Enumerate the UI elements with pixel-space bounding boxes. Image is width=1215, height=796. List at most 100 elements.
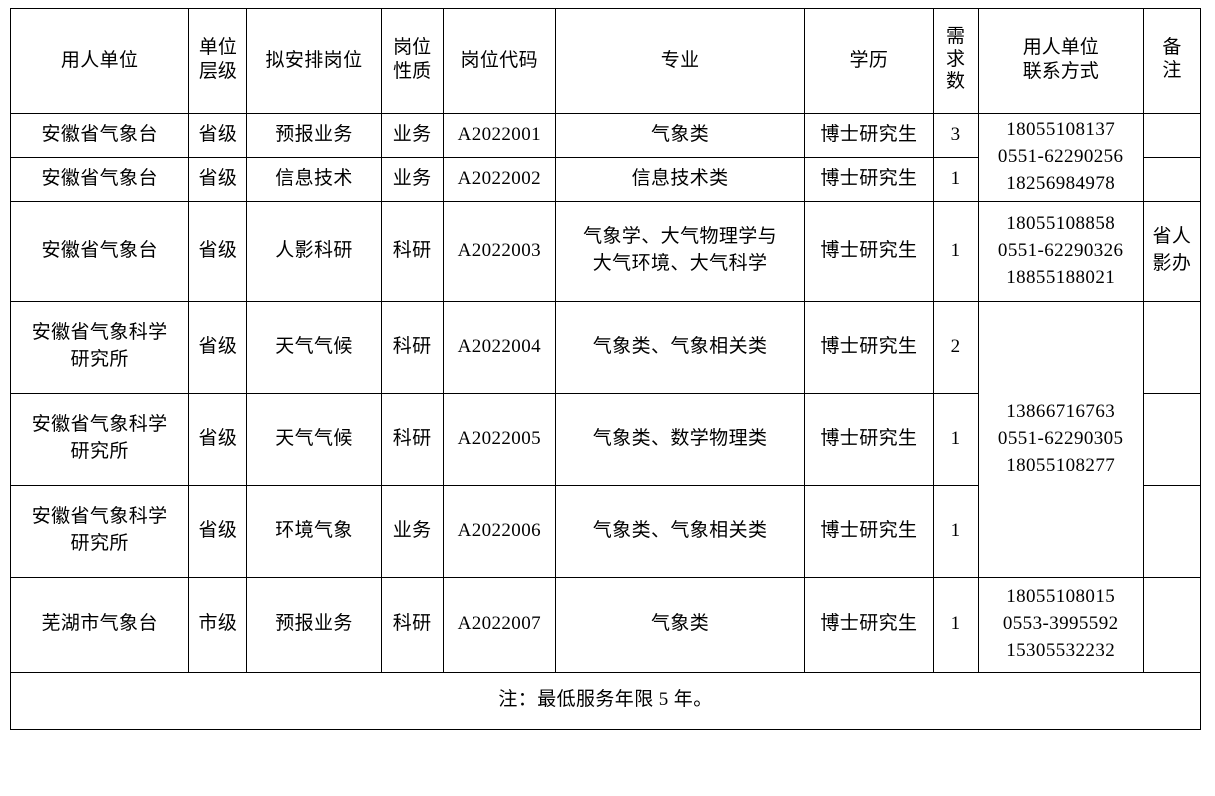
- column-header-label: 岗位 性质: [393, 36, 432, 83]
- table-row: 安徽省气象台 省级 预报业务 业务 A2022001 气象类 博士研究生 3 180551081…: [9, 113, 1202, 202]
- table-header-row: 用人单位 单位 层级 拟安排岗位 岗位 性质 岗位代码 专业 学历 需求数 用人单位 联系方式 备注: [9, 8, 1202, 114]
- cell-unit: 安徽省气象科学 研究所: [9, 484, 190, 578]
- cell-nature: 业务: [380, 113, 444, 158]
- cell-remark: [1142, 300, 1202, 394]
- column-header-level: 单位 层级: [188, 8, 248, 114]
- cell-major: 气象学、大气物理学与 大气环境、大气科学: [554, 200, 806, 302]
- cell-level: 省级: [188, 113, 248, 158]
- cell-degree: 博士研究生: [804, 300, 934, 394]
- cell-unit: 安徽省气象台: [9, 156, 190, 202]
- cell-remark: [1142, 576, 1202, 673]
- table-note: 注：最低服务年限 5 年。: [10, 671, 1201, 730]
- cell-count: 1: [932, 484, 979, 578]
- cell-post: 环境气象: [246, 484, 382, 578]
- cell-level: 省级: [188, 200, 248, 302]
- cell-count: 1: [932, 576, 979, 673]
- cell-remark: [1142, 113, 1202, 158]
- cell-unit: 芜湖市气象台: [9, 576, 190, 673]
- cell-remark: 省人 影办: [1142, 200, 1202, 302]
- cell-contact: 13866716763 0551-62290305 18055108277: [977, 300, 1144, 578]
- table-header: 用人单位 单位 层级 拟安排岗位 岗位 性质 岗位代码 专业 学历 需求数 用人单位 联系方式 备注: [9, 8, 1202, 114]
- table-body: 安徽省气象台 省级 预报业务 业务 A2022001 气象类 博士研究生 3 180551081…: [9, 113, 1202, 673]
- column-header-label: 单位 层级: [198, 36, 237, 83]
- cell-degree: 博士研究生: [804, 156, 934, 202]
- cell-level: 省级: [188, 156, 248, 202]
- cell-contact: 18055108858 0551-62290326 18855188021: [977, 200, 1144, 302]
- column-header-post: 拟安排岗位: [246, 8, 382, 114]
- cell-remark: [1142, 156, 1202, 202]
- cell-major: 气象类、数学物理类: [554, 392, 806, 486]
- column-header-label: 岗位代码: [460, 49, 539, 71]
- column-header-major: 专业: [554, 8, 806, 114]
- cell-major: 气象类: [554, 576, 806, 673]
- cell-post: 预报业务: [246, 113, 382, 158]
- cell-nature: 科研: [380, 576, 444, 673]
- cell-nature: 科研: [380, 300, 444, 394]
- cell-count: 1: [932, 392, 979, 486]
- cell-unit: 安徽省气象台: [9, 200, 190, 302]
- cell-level: 省级: [188, 392, 248, 486]
- cell-major: 气象类、气象相关类: [554, 300, 806, 394]
- cell-nature: 科研: [380, 200, 444, 302]
- cell-level: 省级: [188, 300, 248, 394]
- column-header-label: 用人单位: [60, 49, 139, 71]
- cell-degree: 博士研究生: [804, 392, 934, 486]
- column-header-code: 岗位代码: [442, 8, 556, 114]
- column-header-label: 学历: [849, 49, 889, 71]
- cell-contact: 18055108137 0551-62290256 18256984978: [977, 113, 1144, 202]
- table-note-row: 注：最低服务年限 5 年。: [10, 671, 1201, 730]
- table-row: 安徽省气象台 省级 人影科研 科研 A2022003 气象学、大气物理学与 大气环境、大气科…: [9, 200, 1202, 302]
- recruitment-table: 用人单位 单位 层级 拟安排岗位 岗位 性质 岗位代码 专业 学历 需求数 用人单位 联系方式 备注 安…: [9, 8, 1202, 730]
- column-header-count: 需求数: [932, 8, 979, 114]
- cell-code: A2022006: [442, 484, 556, 578]
- cell-code: A2022003: [442, 200, 556, 302]
- cell-count: 1: [932, 156, 979, 202]
- column-header-degree: 学历: [804, 8, 934, 114]
- column-header-remark: 备注: [1142, 8, 1202, 114]
- column-header-label: 需求数: [946, 26, 966, 92]
- cell-degree: 博士研究生: [804, 484, 934, 578]
- column-header-label: 拟安排岗位: [265, 49, 363, 71]
- table-row: 安徽省气象台 省级 信息技术 业务 A2022002 信息技术类 博士研究生 1: [9, 156, 1202, 202]
- cell-code: A2022001: [442, 113, 556, 158]
- cell-nature: 科研: [380, 392, 444, 486]
- cell-code: A2022004: [442, 300, 556, 394]
- cell-post: 天气气候: [246, 392, 382, 486]
- cell-count: 1: [932, 200, 979, 302]
- cell-degree: 博士研究生: [804, 113, 934, 158]
- cell-nature: 业务: [380, 484, 444, 578]
- cell-contact: 18055108015 0553-3995592 15305532232: [977, 576, 1144, 673]
- cell-post: 人影科研: [246, 200, 382, 302]
- column-header-contact: 用人单位 联系方式: [977, 8, 1144, 114]
- table-row: 安徽省气象科学 研究所 省级 天气气候 科研 A2022004 气象类、气象相关类 博士研究生…: [9, 300, 1202, 578]
- table-row: 安徽省气象科学 研究所 省级 环境气象 业务 A2022006 气象类、气象相关类 博士研究生…: [9, 484, 1202, 578]
- column-header-nature: 岗位 性质: [380, 8, 444, 114]
- cell-degree: 博士研究生: [804, 200, 934, 302]
- cell-degree: 博士研究生: [804, 576, 934, 673]
- column-header-label: 备注: [1162, 37, 1182, 81]
- cell-post: 预报业务: [246, 576, 382, 673]
- table-row: 芜湖市气象台 市级 预报业务 科研 A2022007 气象类 博士研究生 1 180551080…: [9, 576, 1202, 673]
- cell-major: 信息技术类: [554, 156, 806, 202]
- table-footer: 注：最低服务年限 5 年。: [10, 671, 1201, 730]
- cell-level: 省级: [188, 484, 248, 578]
- cell-code: A2022005: [442, 392, 556, 486]
- cell-count: 3: [932, 113, 979, 158]
- cell-unit: 安徽省气象科学 研究所: [9, 300, 190, 394]
- column-header-label: 用人单位 联系方式: [1022, 36, 1099, 83]
- cell-post: 天气气候: [246, 300, 382, 394]
- cell-remark: [1142, 392, 1202, 486]
- column-header-unit: 用人单位: [9, 8, 190, 114]
- cell-post: 信息技术: [246, 156, 382, 202]
- cell-major: 气象类、气象相关类: [554, 484, 806, 578]
- cell-remark: [1142, 484, 1202, 578]
- cell-unit: 安徽省气象台: [9, 113, 190, 158]
- cell-code: A2022002: [442, 156, 556, 202]
- cell-code: A2022007: [442, 576, 556, 673]
- cell-unit: 安徽省气象科学 研究所: [9, 392, 190, 486]
- cell-nature: 业务: [380, 156, 444, 202]
- cell-count: 2: [932, 300, 979, 394]
- cell-major: 气象类: [554, 113, 806, 158]
- cell-level: 市级: [188, 576, 248, 673]
